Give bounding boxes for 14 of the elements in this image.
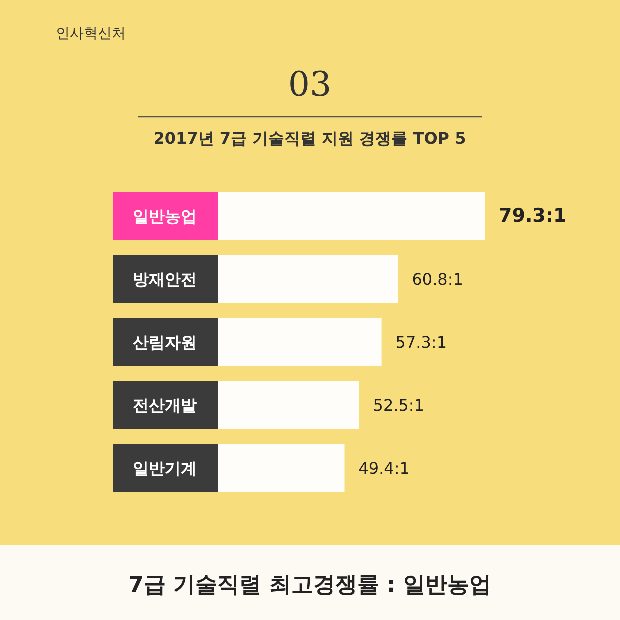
y-tick-label: 전산개발 [133, 396, 197, 415]
data-label: 57.3:1 [396, 333, 447, 352]
y-tick-label: 일반기계 [133, 459, 197, 478]
source: 인사혁신처 [56, 26, 126, 42]
data-label: 79.3:1 [499, 205, 567, 227]
y-tick-label: 일반농업 [133, 207, 197, 226]
data-label: 49.4:1 [358, 459, 410, 478]
chart-title: 03 [288, 65, 332, 105]
text: 7급 기술직렬 최고경쟁률 : 일반농업 [128, 573, 492, 598]
data-label: 60.8:1 [412, 270, 464, 289]
y-tick-label: 방재안전 [133, 270, 197, 289]
y-tick-label: 산림자원 [133, 333, 197, 352]
data-label: 52.5:1 [373, 396, 424, 415]
chart-subtitle: 2017년 7급 기술직렬 지원 경쟁률 TOP 5 [154, 129, 466, 148]
